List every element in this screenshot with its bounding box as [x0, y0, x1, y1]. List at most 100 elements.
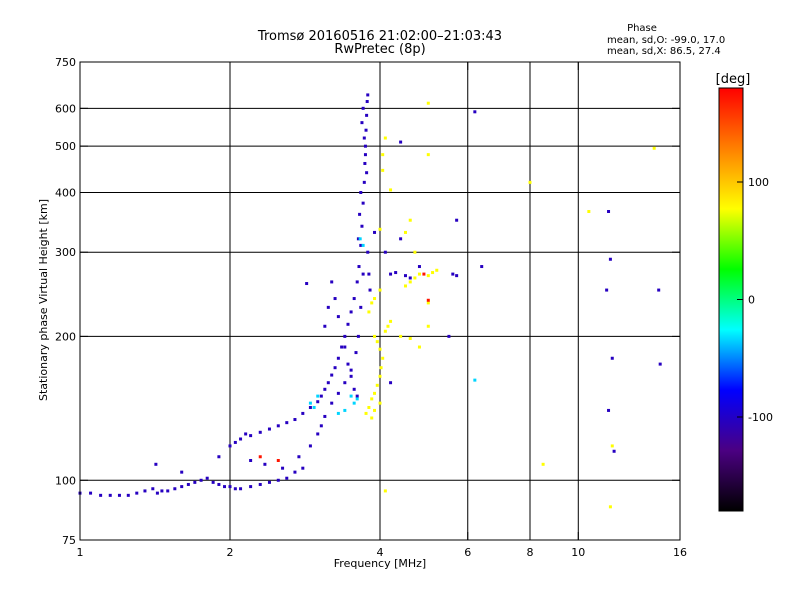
- echo-point-s0: [267, 480, 271, 484]
- colorbar-label: [deg]: [716, 72, 751, 87]
- echo-point-s1: [408, 336, 412, 340]
- echo-point-s0: [239, 487, 243, 491]
- echo-point-s0: [126, 493, 130, 497]
- echo-point-s0: [330, 280, 334, 284]
- echo-point-s0: [233, 487, 237, 491]
- echo-point-s0: [346, 322, 350, 326]
- echo-point-s0: [249, 458, 253, 462]
- echo-point-s0: [155, 491, 159, 495]
- echo-point-s2: [308, 401, 312, 405]
- echo-point-s0: [323, 414, 327, 418]
- echo-point-s0: [352, 297, 356, 301]
- colorbar-tick-label: -100: [748, 411, 773, 424]
- echo-point-s0: [362, 136, 366, 140]
- echo-point-s1: [389, 319, 393, 323]
- echo-point-s0: [297, 455, 301, 459]
- echo-point-s0: [301, 466, 305, 470]
- echo-point-s1: [373, 297, 377, 301]
- echo-point-s0: [451, 272, 455, 276]
- echo-point-s2: [352, 401, 356, 405]
- echo-point-s0: [360, 121, 364, 125]
- echo-point-s0: [366, 250, 370, 254]
- echo-point-s0: [360, 224, 364, 228]
- echo-point-s2: [358, 237, 362, 241]
- echo-point-s0: [363, 153, 367, 157]
- echo-point-s0: [301, 411, 305, 415]
- echo-point-s3: [426, 298, 430, 302]
- echo-point-s0: [99, 493, 103, 497]
- echo-point-s0: [354, 351, 358, 355]
- echo-point-s0: [244, 432, 248, 436]
- echo-point-s0: [358, 212, 362, 216]
- echo-point-s0: [326, 305, 330, 309]
- echo-point-s0: [330, 401, 334, 405]
- echo-point-s0: [154, 462, 158, 466]
- echo-point-s0: [359, 243, 363, 247]
- echo-point-s0: [658, 362, 662, 366]
- echo-point-s1: [426, 101, 430, 105]
- echo-point-s1: [370, 301, 374, 305]
- echo-point-s0: [480, 265, 484, 269]
- echo-point-s0: [361, 201, 365, 205]
- echo-point-s0: [383, 250, 387, 254]
- x-tick-label: 1: [77, 546, 84, 559]
- echo-point-s0: [343, 381, 347, 385]
- echo-point-s0: [108, 493, 112, 497]
- echo-point-s0: [359, 305, 363, 309]
- x-tick-label: 10: [571, 546, 585, 559]
- y-tick-label: 500: [55, 140, 76, 153]
- echo-point-s0: [173, 487, 177, 491]
- axes: 1 2 4 6 8 10 16 75 100 200 300 400 500 600 750: [55, 56, 687, 559]
- echo-point-s0: [89, 491, 93, 495]
- echo-point-s0: [276, 424, 280, 428]
- echo-point-s1: [413, 250, 417, 254]
- echo-point-s0: [394, 271, 398, 275]
- x-tick-label: 16: [673, 546, 687, 559]
- echo-point-s1: [426, 153, 430, 157]
- colorbar-ticks: 100 0 -100: [737, 176, 773, 424]
- echo-point-s0: [228, 485, 232, 489]
- echo-point-s1: [408, 218, 412, 222]
- echo-point-s0: [233, 440, 237, 444]
- echo-point-s0: [349, 374, 353, 378]
- echo-point-s0: [333, 297, 337, 301]
- echo-point-s0: [355, 280, 359, 284]
- echo-point-s0: [336, 315, 340, 319]
- echo-point-s1: [370, 397, 374, 401]
- echo-point-s1: [367, 405, 371, 409]
- echo-point-s0: [281, 466, 285, 470]
- colorbar-tick-label: 0: [748, 294, 755, 307]
- echo-point-s0: [166, 489, 170, 493]
- echo-point-s1: [378, 347, 382, 351]
- echo-point-s0: [308, 405, 312, 409]
- echo-point-s0: [305, 282, 309, 286]
- chart-subtitle: RwPretec (8p): [334, 42, 425, 57]
- echo-point-s0: [193, 480, 197, 484]
- echo-point-s1: [378, 401, 382, 405]
- echo-point-s0: [308, 444, 312, 448]
- echo-point-s1: [383, 489, 387, 493]
- echo-point-s1: [610, 444, 614, 448]
- echo-point-s1: [381, 168, 385, 172]
- echo-point-s0: [365, 100, 369, 104]
- echo-point-s0: [399, 237, 403, 241]
- echo-point-s2: [473, 378, 477, 382]
- echo-point-s3: [276, 458, 280, 462]
- echo-point-s1: [541, 462, 545, 466]
- y-tick-label: 300: [55, 246, 76, 259]
- echo-point-s0: [610, 356, 614, 360]
- echo-point-s0: [399, 140, 403, 144]
- echo-point-s0: [319, 394, 323, 398]
- chart-title: Tromsø 20160516 21:02:00–21:03:43: [257, 29, 502, 44]
- echo-point-s1: [367, 310, 371, 314]
- echo-point-s0: [366, 93, 370, 97]
- echo-point-s1: [378, 288, 382, 292]
- y-tick-label: 75: [62, 534, 76, 547]
- echo-point-s0: [365, 113, 369, 117]
- echo-point-s0: [180, 485, 184, 489]
- echo-point-s1: [381, 153, 385, 157]
- echo-point-s0: [612, 449, 616, 453]
- echo-point-s0: [323, 324, 327, 328]
- echo-point-s1: [417, 345, 421, 349]
- echo-point-s0: [408, 276, 412, 280]
